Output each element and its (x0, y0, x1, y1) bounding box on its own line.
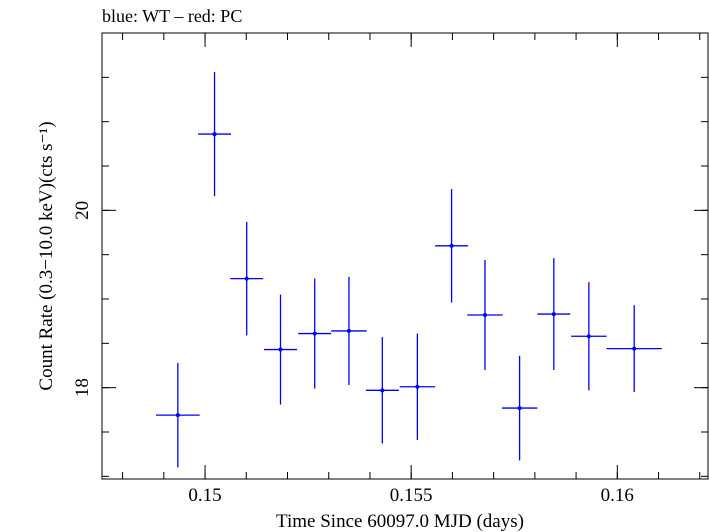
data-marker (346, 328, 351, 333)
data-point (606, 305, 662, 393)
data-point (571, 282, 607, 391)
data-marker (312, 331, 317, 336)
chart-title: blue: WT – red: PC (102, 6, 242, 26)
data-point (537, 258, 571, 370)
x-axis-title: Time Since 60097.0 MJD (days) (276, 511, 524, 532)
data-point (230, 221, 264, 336)
data-point (298, 278, 332, 389)
data-point (331, 276, 367, 386)
data-point (435, 189, 469, 303)
data-marker (551, 312, 556, 317)
x-tick-label: 0.155 (390, 485, 433, 506)
data-point (264, 294, 297, 405)
x-axis-ticks: 0.15 0.155 0.16 (122, 33, 701, 506)
data-marker (380, 388, 385, 393)
x-tick-label: 0.16 (601, 485, 634, 506)
data-marker (517, 406, 522, 411)
data-marker (449, 243, 454, 248)
data-point (198, 72, 232, 197)
data-marker (244, 276, 249, 281)
y-tick-label: 20 (72, 201, 93, 220)
data-point (365, 337, 399, 444)
data-marker (175, 413, 180, 418)
data-series (156, 72, 662, 468)
data-point (467, 259, 503, 370)
y-axis-title: Count Rate (0.3−10.0 keV)(cts s⁻¹) (36, 121, 57, 390)
data-point (156, 362, 200, 468)
data-marker (482, 312, 487, 317)
data-marker (278, 347, 283, 352)
data-marker (212, 132, 217, 137)
plot-frame (101, 32, 709, 480)
x-tick-label: 0.15 (188, 485, 221, 506)
data-marker (632, 346, 637, 351)
data-point (399, 333, 436, 440)
data-marker (415, 384, 420, 389)
data-point (501, 355, 538, 461)
y-tick-label: 18 (72, 378, 93, 397)
data-marker (586, 334, 591, 339)
